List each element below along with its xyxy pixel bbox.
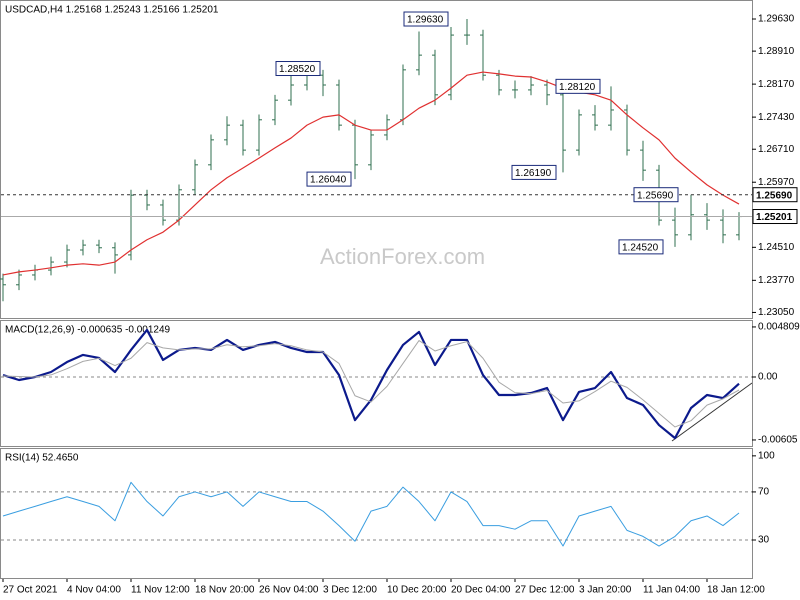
x-tick-label: 27 Oct 2021 — [3, 585, 58, 596]
annotation-box — [555, 78, 601, 94]
y-tick-label: 1.25970 — [758, 177, 795, 188]
annotation-label: 1.24520 — [622, 243, 659, 254]
annotation-box — [403, 11, 449, 27]
watermark: ActionForex.com — [320, 244, 485, 269]
series-line — [2, 71, 740, 276]
annotation-label: 1.28520 — [279, 64, 316, 75]
annotation-box — [275, 61, 321, 77]
y-tick-label: 1.23050 — [758, 307, 795, 318]
y-tick-label: 1.26710 — [758, 144, 795, 155]
x-tick-label: 18 Nov 20:00 — [195, 585, 255, 596]
y-tick-label: 1.28910 — [758, 46, 795, 57]
panel-title: USDCAD,H4 1.25168 1.25243 1.25166 1.2520… — [5, 5, 219, 16]
y-tick-label: 1.27430 — [758, 112, 795, 123]
annotation-label: 1.28120 — [559, 82, 596, 93]
panel-title: RSI(14) 52.4650 — [5, 453, 79, 464]
series-line — [2, 481, 740, 547]
price-level-box — [752, 209, 798, 225]
x-tick-label: 27 Dec 12:00 — [515, 585, 575, 596]
x-tick-label: 11 Nov 12:00 — [131, 585, 190, 596]
y-tick-label: 1.23770 — [758, 275, 795, 286]
y-tick-label: 0.004809 — [758, 322, 800, 333]
annotation-box — [511, 164, 557, 180]
y-tick-label: 30 — [758, 535, 770, 546]
x-tick-label: 20 Dec 04:00 — [451, 585, 511, 596]
x-tick-label: 10 Dec 20:00 — [387, 585, 447, 596]
y-tick-label: 1.28170 — [758, 79, 795, 90]
annotation-label: 1.29630 — [407, 15, 444, 26]
annotation-label: 1.26040 — [310, 175, 347, 186]
x-tick-label: 26 Nov 04:00 — [259, 585, 319, 596]
annotation-label: 1.25690 — [637, 190, 674, 201]
panel-title: MACD(12,26,9) -0.000635 -0.001249 — [5, 325, 171, 336]
annotation-box — [633, 187, 679, 203]
annotation-box — [306, 171, 352, 187]
y-tick-label: -0.00605 — [758, 435, 798, 446]
y-tick-label: 1.29630 — [758, 14, 795, 25]
panel-frame — [0, 448, 753, 579]
series-line — [2, 328, 740, 440]
annotation-label: 1.26190 — [515, 168, 552, 179]
panel-frame — [0, 320, 753, 447]
trend-line — [671, 382, 753, 442]
x-tick-label: 18 Jan 12:00 — [707, 585, 765, 596]
series-line — [2, 340, 740, 428]
price-level-label: 1.25690 — [756, 190, 793, 201]
y-tick-label: 70 — [758, 487, 770, 498]
x-tick-label: 3 Dec 12:00 — [323, 585, 377, 596]
x-tick-label: 11 Jan 04:00 — [643, 585, 701, 596]
panel-frame — [0, 0, 753, 319]
annotation-box — [618, 239, 664, 255]
y-tick-label: 100 — [758, 450, 775, 461]
y-tick-label: 1.24510 — [758, 242, 795, 253]
price-level-box — [752, 187, 798, 203]
x-tick-label: 3 Jan 20:00 — [579, 585, 632, 596]
price-level-label: 1.25201 — [756, 212, 793, 223]
x-tick-label: 4 Nov 04:00 — [67, 585, 121, 596]
y-tick-label: 0.00 — [758, 372, 778, 383]
